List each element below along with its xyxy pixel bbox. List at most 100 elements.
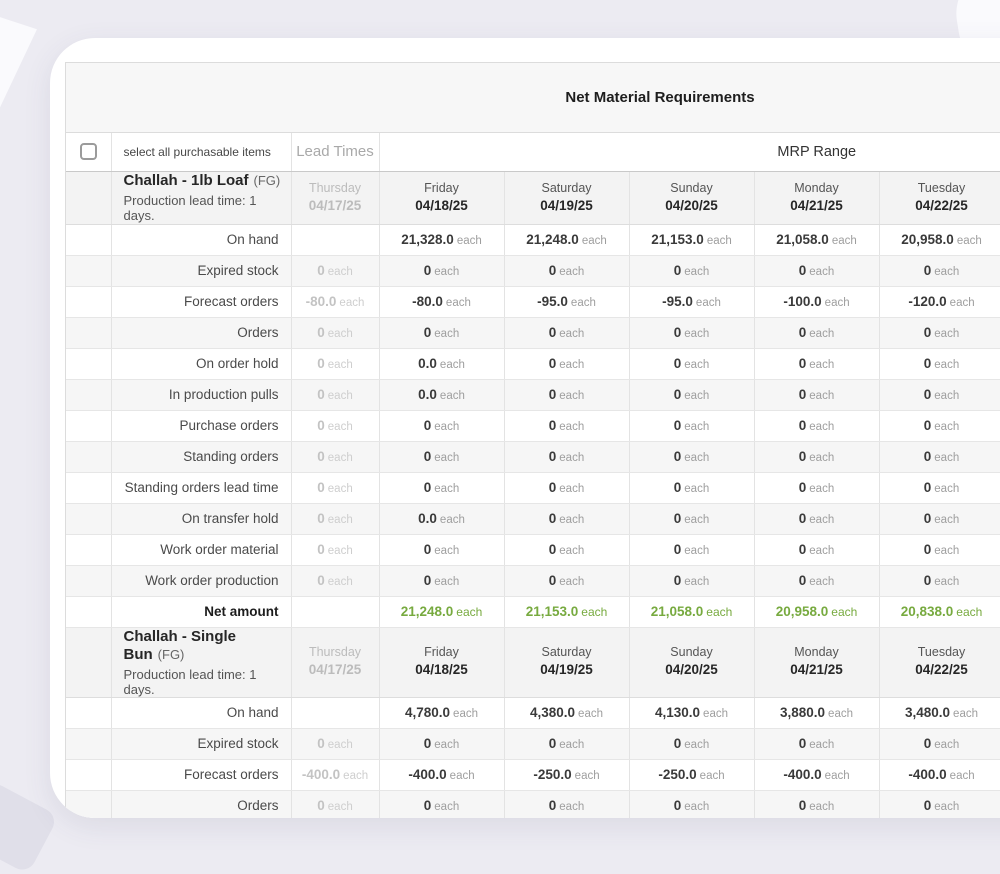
day-name: Monday bbox=[755, 180, 879, 197]
item-header-row: Challah - Single Bun(FG)Production lead … bbox=[66, 627, 1000, 697]
unit-label: each bbox=[703, 708, 728, 720]
unit-label: each bbox=[440, 359, 465, 371]
unit-label: each bbox=[559, 514, 584, 526]
unit-label: each bbox=[809, 801, 834, 813]
row-select-cell bbox=[66, 759, 111, 790]
quantity-value: 0 bbox=[317, 511, 325, 526]
quantity-value: -100.0 bbox=[783, 294, 821, 309]
quantity-value: 0 bbox=[549, 542, 557, 557]
unit-label: each bbox=[328, 801, 353, 813]
unit-label: each bbox=[684, 545, 709, 557]
quantity-value: 21,058.0 bbox=[776, 232, 829, 247]
quantity-value: 0 bbox=[924, 263, 932, 278]
quantity-value: 0 bbox=[317, 736, 325, 751]
quantity-value: 0 bbox=[424, 798, 432, 813]
date-value: 04/21/25 bbox=[755, 661, 879, 679]
select-all-checkbox[interactable] bbox=[80, 143, 97, 160]
quantity-value: 0 bbox=[924, 325, 932, 340]
quantity-value: 21,153.0 bbox=[526, 604, 579, 619]
item-title-line: Challah - Single Bun(FG) bbox=[124, 628, 291, 664]
unit-label: each bbox=[559, 452, 584, 464]
date-value: 04/18/25 bbox=[380, 197, 504, 215]
row-label: On hand bbox=[111, 697, 291, 728]
row-select-cell bbox=[66, 627, 111, 697]
item-grade-badge: (FG) bbox=[158, 647, 185, 662]
quantity-value: 0 bbox=[317, 542, 325, 557]
date-value: 04/22/25 bbox=[880, 661, 1000, 679]
mrp-table-container: Net Material Requirements select all pur… bbox=[65, 62, 1000, 818]
row-label: Work order material bbox=[111, 534, 291, 565]
row-select-cell bbox=[66, 503, 111, 534]
unit-label: each bbox=[934, 576, 959, 588]
quantity-value: 0 bbox=[424, 449, 432, 464]
quantity-value: 0 bbox=[674, 418, 682, 433]
row-select-cell bbox=[66, 286, 111, 317]
quantity-value: -95.0 bbox=[537, 294, 568, 309]
unit-label: each bbox=[434, 801, 459, 813]
quantity-value: 0 bbox=[924, 736, 932, 751]
quantity-value: 0 bbox=[549, 573, 557, 588]
quantity-value: 0 bbox=[674, 356, 682, 371]
unit-label: each bbox=[809, 576, 834, 588]
date-value: 04/19/25 bbox=[505, 197, 629, 215]
item-title-line: Challah - 1lb Loaf(FG) bbox=[124, 172, 291, 190]
row-label: On transfer hold bbox=[111, 503, 291, 534]
item-name: Challah - 1lb Loaf bbox=[124, 172, 249, 189]
quantity-value: 0 bbox=[424, 263, 432, 278]
quantity-value: -250.0 bbox=[658, 767, 696, 782]
quantity-value: 0 bbox=[549, 325, 557, 340]
unit-label: each bbox=[809, 514, 834, 526]
day-name: Friday bbox=[380, 180, 504, 197]
unit-label: each bbox=[328, 576, 353, 588]
unit-label: each bbox=[559, 576, 584, 588]
quantity-value: 0 bbox=[317, 418, 325, 433]
row-select-cell bbox=[66, 255, 111, 286]
row-select-cell bbox=[66, 317, 111, 348]
quantity-value: 20,958.0 bbox=[901, 232, 954, 247]
quantity-value: 0 bbox=[799, 798, 807, 813]
date-value: 04/18/25 bbox=[380, 661, 504, 679]
quantity-value: 0 bbox=[924, 449, 932, 464]
unit-label: each bbox=[434, 421, 459, 433]
unit-label: each bbox=[934, 390, 959, 402]
quantity-value: 0 bbox=[799, 387, 807, 402]
unit-label: each bbox=[809, 421, 834, 433]
quantity-value: 0.0 bbox=[418, 356, 437, 371]
